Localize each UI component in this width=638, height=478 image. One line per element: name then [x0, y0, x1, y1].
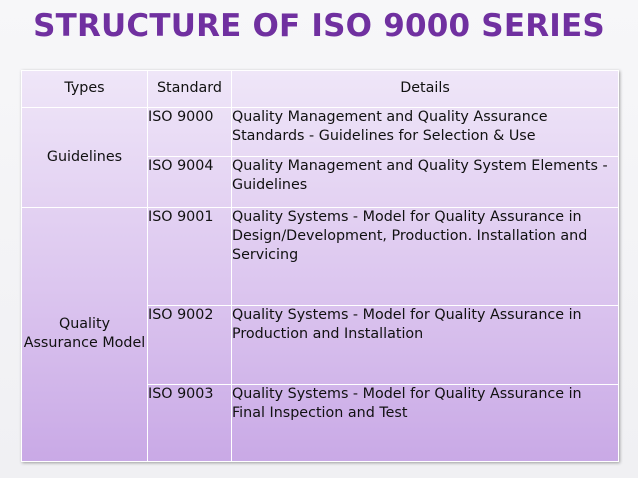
standard-cell: ISO 9004: [147, 155, 232, 208]
table-row: ISO 9004 Quality Management and Quality …: [22, 155, 619, 208]
table-header-row: Types Standard Details: [21, 70, 619, 108]
standard-cell: ISO 9000: [147, 106, 232, 157]
standard-cell: ISO 9001: [147, 206, 232, 307]
header-standard: Standard: [147, 70, 232, 108]
table-row: Quality Assurance Model ISO 9001 Quality…: [21, 206, 619, 463]
details-cell: Quality Systems - Model for Quality Assu…: [231, 305, 619, 385]
header-types: Types: [21, 70, 148, 108]
details-cell: Quality Management and Quality Assurance…: [231, 106, 619, 157]
standard-cell: ISO 9002: [147, 305, 232, 385]
slide-title: STRUCTURE OF ISO 9000 SERIES: [33, 8, 605, 44]
table-row: Guidelines ISO 9000 Quality Management a…: [21, 106, 619, 208]
details-cell: Quality Management and Quality System El…: [231, 155, 619, 208]
type-cell-quality-assurance-model: Quality Assurance Model: [21, 206, 148, 463]
iso-structure-table: Types Standard Details Guidelines ISO 90…: [21, 70, 619, 463]
details-cell: Quality Systems - Model for Quality Assu…: [231, 383, 619, 463]
table-row: ISO 9002 Quality Systems - Model for Qua…: [22, 305, 619, 385]
header-details: Details: [231, 70, 619, 108]
standard-cell: ISO 9003: [147, 383, 232, 463]
table-row: ISO 9003 Quality Systems - Model for Qua…: [22, 383, 619, 463]
type-cell-guidelines: Guidelines: [21, 106, 148, 208]
details-cell: Quality Systems - Model for Quality Assu…: [231, 206, 619, 307]
